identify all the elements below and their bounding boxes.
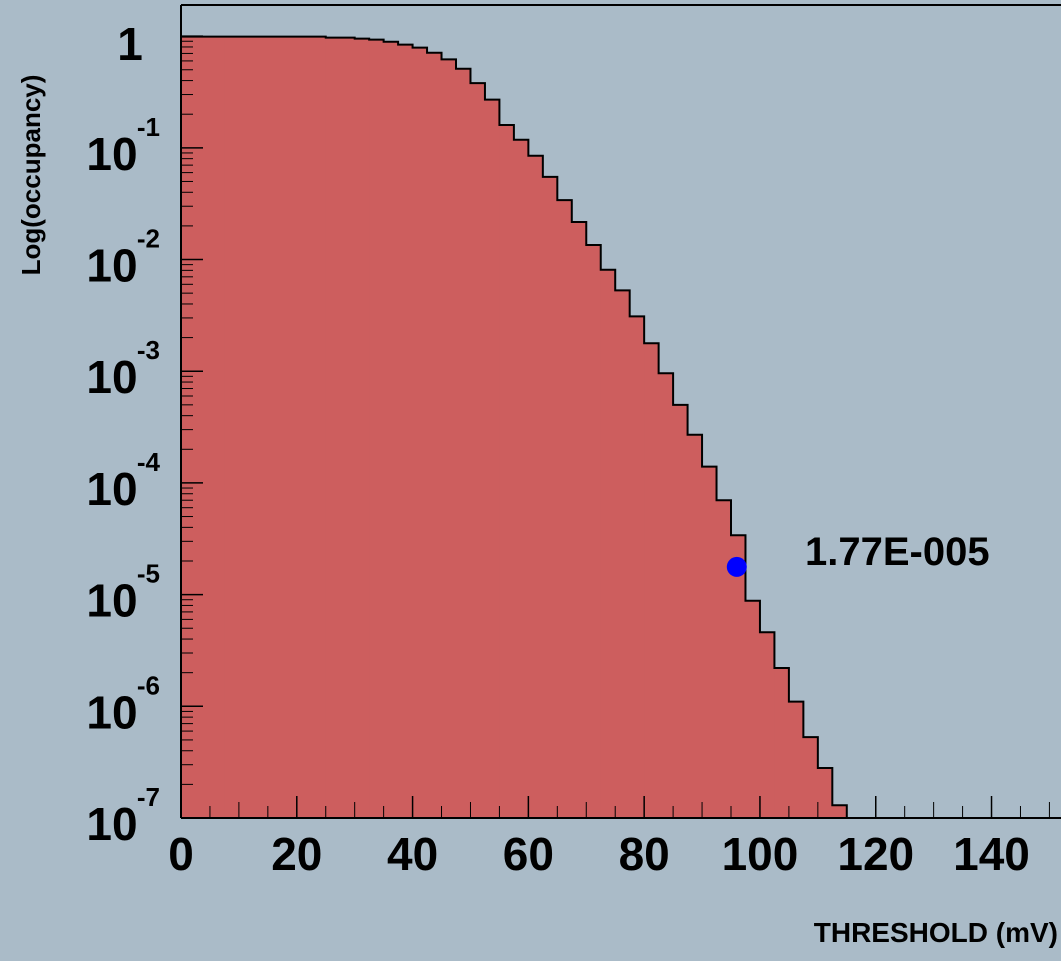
y-tick-label: 10 [86, 463, 137, 515]
bar [600, 269, 616, 818]
bar [253, 36, 269, 818]
bar [499, 125, 515, 819]
bar [282, 36, 298, 818]
bar [644, 343, 660, 818]
x-tick-label: 20 [271, 828, 322, 880]
bar [615, 290, 631, 818]
x-tick-label: 120 [837, 828, 914, 880]
y-tick-label: 10 [86, 128, 137, 180]
bar [325, 37, 341, 818]
marker-point [726, 556, 747, 577]
bar [557, 200, 573, 819]
bar [311, 36, 327, 818]
bar [774, 668, 790, 818]
bar [398, 44, 414, 818]
y-tick-label: 10 [86, 798, 137, 850]
bar [542, 176, 558, 818]
bar [195, 36, 211, 818]
x-tick-label: 140 [953, 828, 1030, 880]
bar [209, 36, 225, 818]
bar [340, 37, 356, 818]
bar [456, 68, 471, 819]
bar [702, 466, 718, 818]
bar [716, 500, 732, 818]
y-tick-label: 10 [86, 686, 137, 738]
bar [586, 244, 602, 818]
y-tick-label: 10 [86, 351, 137, 403]
bar [441, 59, 457, 819]
bar [832, 805, 848, 818]
bar [224, 36, 240, 818]
bar [571, 221, 587, 819]
bar [427, 52, 443, 818]
bar [528, 155, 544, 818]
bar [238, 36, 254, 818]
bar [181, 36, 196, 818]
bar [788, 701, 804, 818]
bar [267, 36, 283, 818]
bar [629, 316, 645, 818]
y-tick-exponent: -7 [137, 782, 160, 812]
y-tick-label: 10 [86, 575, 137, 627]
y-tick-label: 1 [117, 18, 143, 70]
bar [817, 768, 833, 818]
bar [354, 38, 370, 818]
y-tick-exponent: -5 [137, 559, 160, 589]
histogram-outline [180, 35, 848, 818]
bar [658, 373, 674, 818]
x-tick-label: 40 [387, 828, 438, 880]
bar [803, 737, 819, 818]
y-axis-label: Log(occupancy) [16, 75, 46, 276]
y-tick-exponent: -2 [137, 224, 160, 254]
bar [470, 83, 486, 819]
x-axis-label: THRESHOLD (mV) [814, 917, 1058, 948]
y-tick-exponent: -3 [137, 335, 160, 365]
bar [383, 41, 399, 818]
bar [484, 99, 500, 818]
bar [369, 39, 385, 819]
x-tick-label: 60 [503, 828, 554, 880]
bar [513, 139, 529, 818]
bar [687, 434, 703, 818]
y-tick-exponent: -6 [137, 670, 160, 700]
bar [745, 600, 761, 818]
bar [673, 404, 689, 818]
marker-label: 1.77E-005 [805, 530, 990, 574]
y-tick-exponent: -1 [137, 112, 160, 142]
bar [731, 535, 746, 818]
x-tick-label: 0 [168, 828, 194, 880]
x-tick-label: 100 [722, 828, 799, 880]
bar [412, 47, 428, 819]
y-tick-exponent: -4 [137, 447, 161, 477]
x-tick-label: 80 [619, 828, 670, 880]
y-tick-label: 10 [86, 240, 137, 292]
bar [296, 36, 312, 818]
bar [759, 632, 775, 818]
